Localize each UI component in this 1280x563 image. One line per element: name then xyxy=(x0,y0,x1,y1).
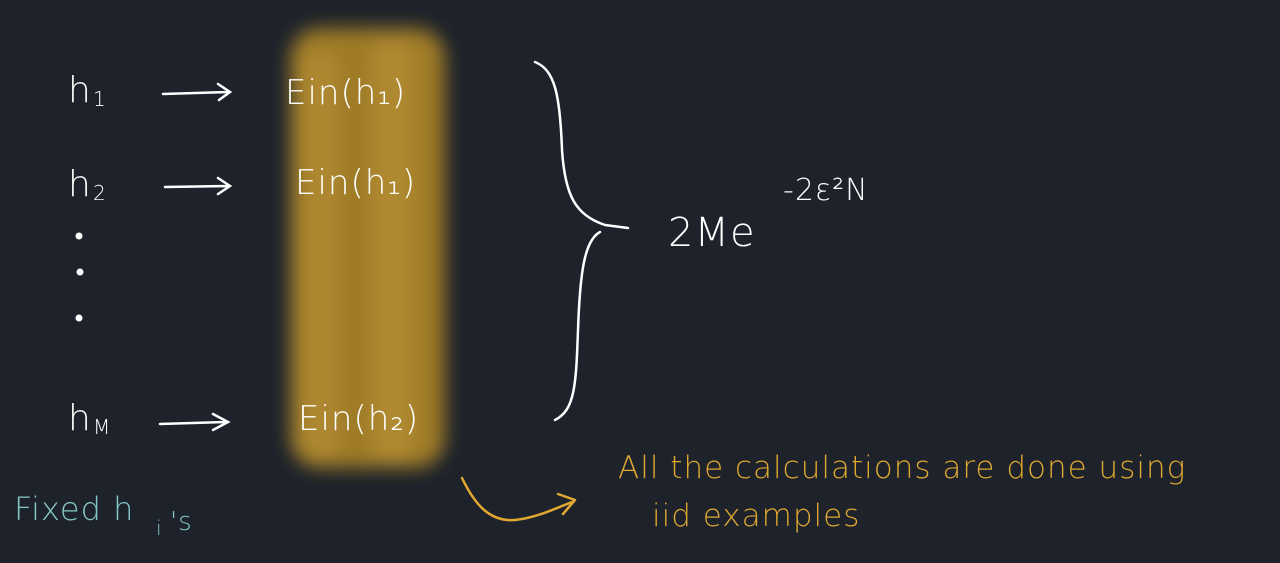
ein-hM-label: Ein(h₂) xyxy=(298,399,419,439)
hypothesis-hM: h M xyxy=(68,398,111,439)
fixed-label-base: Fixed h xyxy=(14,490,134,528)
arrow-icons xyxy=(158,82,233,432)
arrow-icon xyxy=(163,176,233,196)
h1-base: h xyxy=(68,70,92,111)
ellipsis-dots xyxy=(75,232,84,322)
h1-sub: 1 xyxy=(93,87,107,111)
h2-sub: 2 xyxy=(93,181,107,205)
h2-base: h xyxy=(68,164,92,205)
highlighter-band xyxy=(290,28,445,468)
arrow-icon xyxy=(161,82,233,102)
hypothesis-h2: h 2 xyxy=(68,164,107,205)
curved-arrow-icon xyxy=(460,476,577,522)
hM-sub: M xyxy=(93,415,111,439)
fixed-label-suffix: 's xyxy=(170,507,193,537)
fixed-hypotheses-label: Fixed h i 's xyxy=(14,490,193,540)
ein-h2-label: Ein(h₁) xyxy=(295,163,416,203)
bound-exponent: -2ε²N xyxy=(783,173,869,208)
note-line-1: All the calculations are done using xyxy=(618,450,1186,486)
fixed-label-sub: i xyxy=(156,516,163,540)
ein-h1-label: Ein(h₁) xyxy=(285,73,406,113)
hM-base: h xyxy=(68,398,92,439)
note-line-2: iid examples xyxy=(652,498,860,534)
arrow-icon xyxy=(158,412,231,432)
bound-coefficient: 2Me xyxy=(668,210,756,256)
curly-brace xyxy=(533,60,630,422)
hypothesis-h1: h 1 xyxy=(68,70,107,111)
